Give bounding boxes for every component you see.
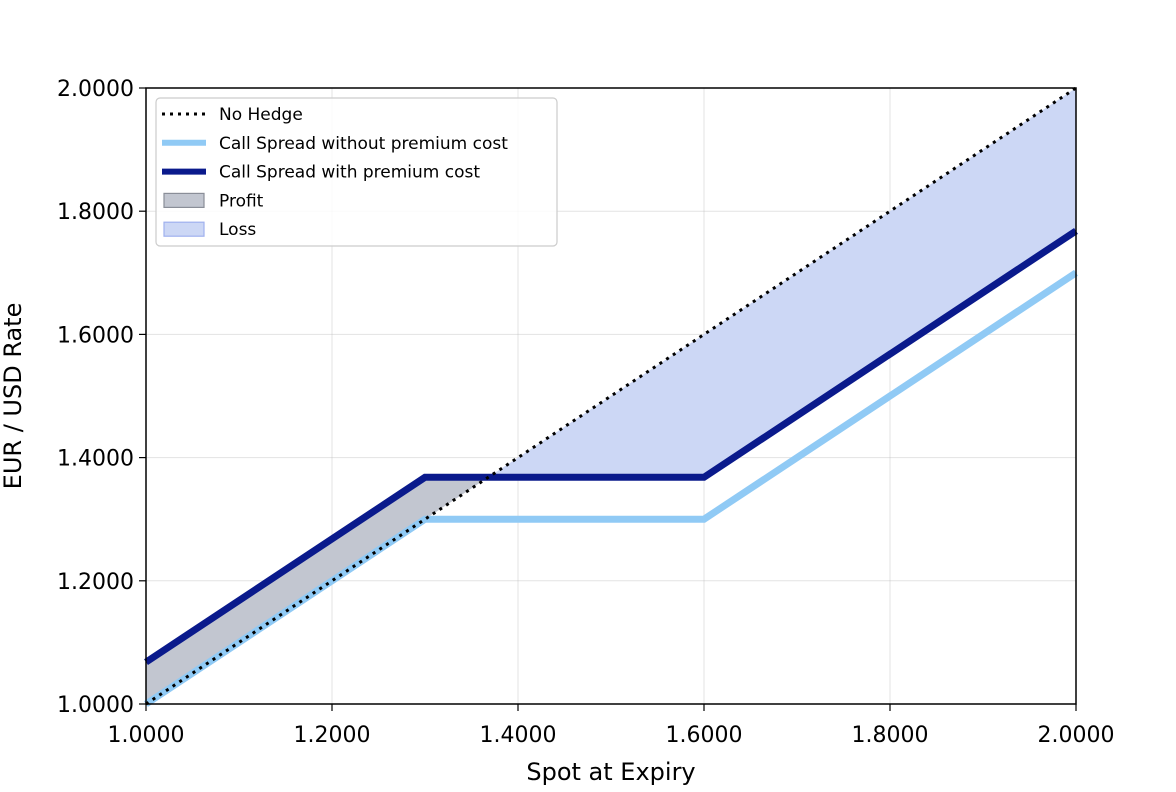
- x-tick-label: 1.0000: [108, 723, 185, 748]
- legend-label-call-spread-without-premium-cost: Call Spread without premium cost: [219, 134, 508, 154]
- y-tick-label: 1.8000: [57, 200, 134, 225]
- loss-legend-swatch: [163, 221, 205, 237]
- y-tick-label: 1.6000: [57, 323, 134, 348]
- legend-box: [155, 97, 558, 247]
- legend: No Hedge Call Spread without premium cost…: [155, 97, 558, 247]
- legend-label-call-spread-with-premium-cost: Call Spread with premium cost: [219, 163, 480, 183]
- series-lines: [144, 86, 1078, 707]
- x-axis-title: Spot at Expiry: [526, 758, 695, 786]
- y-tick-label: 1.0000: [57, 693, 134, 718]
- y-axis-title: EUR / USD Rate: [0, 303, 27, 490]
- y-tick-label: 1.2000: [57, 570, 134, 595]
- y-tick-label: 2.0000: [57, 77, 134, 102]
- call-spread-with-premium-cost-line: [144, 227, 1078, 666]
- legend-label-no-hedge: No Hedge: [219, 105, 303, 125]
- x-tick-label: 1.2000: [294, 723, 371, 748]
- x-tick-label: 1.4000: [480, 723, 557, 748]
- legend-label-loss: Loss: [219, 220, 256, 240]
- plot-frame: [145, 87, 1077, 705]
- call-spread-without-premium-cost-line: [144, 269, 1078, 707]
- x-tick-label: 2.0000: [1038, 723, 1115, 748]
- axis-ticks: 1.0000 1.2000 1.4000 1.6000 1.8000 2.0000 1.00…: [57, 77, 1114, 748]
- x-tick-label: 1.6000: [666, 723, 743, 748]
- legend-label-profit: Profit: [219, 191, 264, 211]
- x-tick-label: 1.8000: [852, 723, 929, 748]
- no-hedge-line: [145, 86, 1077, 706]
- y-tick-label: 1.4000: [57, 447, 134, 472]
- profit-legend-swatch: [163, 192, 205, 208]
